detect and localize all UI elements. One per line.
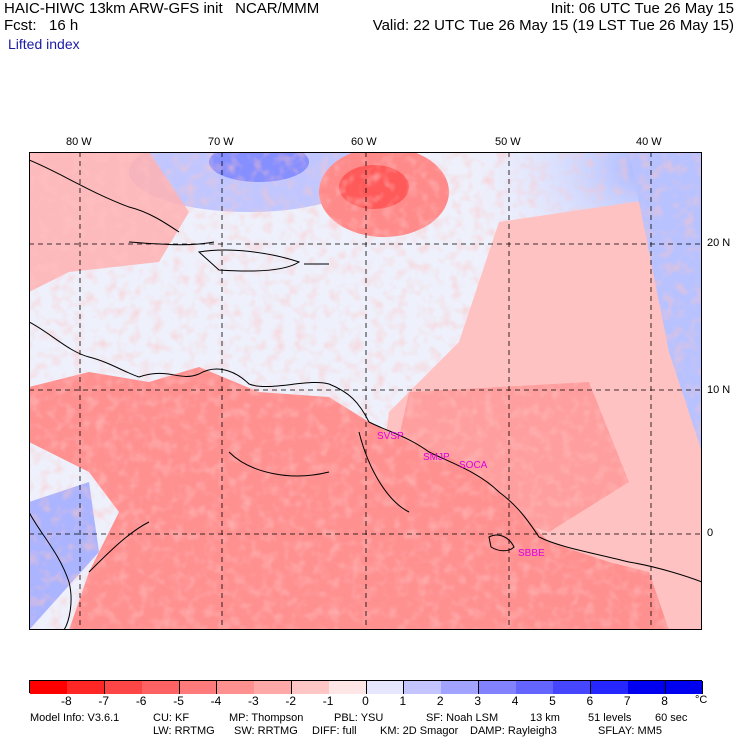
map-canvas: SVSP SMJP SOCA SBBE	[29, 152, 702, 630]
header-init-time: Init: 06 UTC Tue 26 May 15	[550, 0, 734, 17]
colorbar-swatch	[553, 681, 592, 694]
colorbar-swatch	[291, 681, 330, 694]
lon-label: 50 W	[495, 136, 521, 148]
colorbar-swatch	[441, 681, 480, 694]
coastlines	[29, 159, 702, 630]
footer-levels: 51 levels	[588, 712, 632, 724]
colorbar-swatch	[665, 681, 704, 694]
station-label: SVSP	[377, 431, 404, 442]
jamaica-coastline	[128, 241, 215, 246]
colorbar-swatch	[142, 681, 181, 694]
colorbar-tick-label: 4	[511, 694, 519, 708]
colorbar-tick-label: -1	[322, 694, 334, 708]
colorbar-swatch	[478, 681, 517, 694]
colorbar-tick-label: -3	[247, 694, 259, 708]
footer-sflay: SFLAY: MM5	[598, 725, 662, 737]
footer-damp: DAMP: Rayleigh3	[470, 725, 557, 737]
footer-pbl: PBL: YSU	[334, 712, 384, 724]
footer-diff: DIFF: full	[312, 725, 357, 737]
colorbar-tick-label: 7	[623, 694, 631, 708]
header-forecast-hour: Fcst: 16 h	[4, 17, 79, 34]
lon-label: 40 W	[636, 136, 662, 148]
lon-label: 70 W	[208, 136, 234, 148]
border-line-2	[228, 451, 330, 477]
colorbar-swatch	[216, 681, 255, 694]
colorbar-swatch	[329, 681, 367, 694]
footer-km: KM: 2D Smagor	[380, 725, 459, 737]
amazon-delta-island	[488, 534, 515, 552]
header-title: HAIC-HIWC 13km ARW-GFS init NCAR/MMM	[4, 0, 320, 17]
colorbar-swatch	[254, 681, 293, 694]
colorbar-tick-label: 5	[549, 694, 556, 708]
colorbar-tick-label: 8	[661, 694, 668, 708]
footer-sf: SF: Noah LSM	[426, 712, 499, 724]
colorbar-tick-label: 6	[586, 694, 594, 708]
colorbar-swatch	[516, 681, 554, 694]
colorbar-tick-label: 1	[399, 694, 407, 708]
footer-mp: MP: Thompson	[229, 712, 304, 724]
colorbar-unit: °C	[695, 694, 708, 706]
colorbar-swatch	[403, 681, 442, 694]
colorbar-swatch	[30, 681, 68, 694]
footer-model-info: Model Info: V3.6.1	[30, 712, 120, 724]
station-labels: SVSP SMJP SOCA SBBE	[377, 431, 545, 559]
lon-label: 60 W	[351, 136, 377, 148]
colorbar-tick-label: -8	[61, 694, 72, 708]
colorbar-swatch	[179, 681, 218, 694]
lat-label: 20 N	[707, 237, 731, 249]
colorbar-swatch	[104, 681, 143, 694]
footer-lw: LW: RRTMG	[153, 725, 215, 737]
lat-label: 0	[707, 527, 714, 539]
header-valid-time: Valid: 22 UTC Tue 26 May 15 (19 LST Tue …	[372, 17, 734, 34]
colorbar-swatch	[590, 681, 629, 694]
colorbar	[29, 680, 704, 694]
border-line-1	[88, 521, 150, 573]
colorbar-tick-label: -2	[285, 694, 297, 708]
lifted-index-map: SVSP SMJP SOCA SBBE	[29, 152, 702, 630]
colorbar-tick-label: 2	[436, 694, 444, 708]
lat-label: 10 N	[707, 384, 731, 396]
colorbar-tick-label: 3	[474, 694, 481, 708]
colorbar-tick-label: -6	[135, 694, 147, 708]
border-line-3	[358, 431, 410, 513]
map-frame	[29, 152, 702, 630]
station-label: SMJP	[423, 452, 450, 463]
colorbar-tick-label: -5	[173, 694, 184, 708]
south-america-north-coastline	[138, 368, 702, 583]
station-label: SBBE	[518, 548, 545, 559]
colorbar-swatch	[628, 681, 667, 694]
field-label: Lifted index	[8, 36, 80, 52]
station-label: SOCA	[459, 460, 488, 471]
south-america-west-coastline	[29, 511, 72, 630]
colorbar-swatch	[67, 681, 106, 694]
colorbar-tick-label: 0	[362, 694, 369, 708]
central-america-coastline	[29, 321, 140, 378]
hispaniola-coastline	[197, 249, 301, 272]
footer-cu: CU: KF	[153, 712, 190, 724]
colorbar-tick-label: -7	[98, 694, 110, 708]
footer-timestep: 60 sec	[655, 712, 688, 724]
colorbar-tick-label: -4	[210, 694, 222, 708]
lon-label: 80 W	[66, 136, 92, 148]
cuba-coastline	[29, 159, 180, 233]
footer-sw: SW: RRTMG	[234, 725, 298, 737]
footer-resolution: 13 km	[530, 712, 560, 724]
graticule	[29, 152, 702, 630]
noise-texture	[29, 152, 702, 630]
colorbar-swatch	[366, 681, 405, 694]
